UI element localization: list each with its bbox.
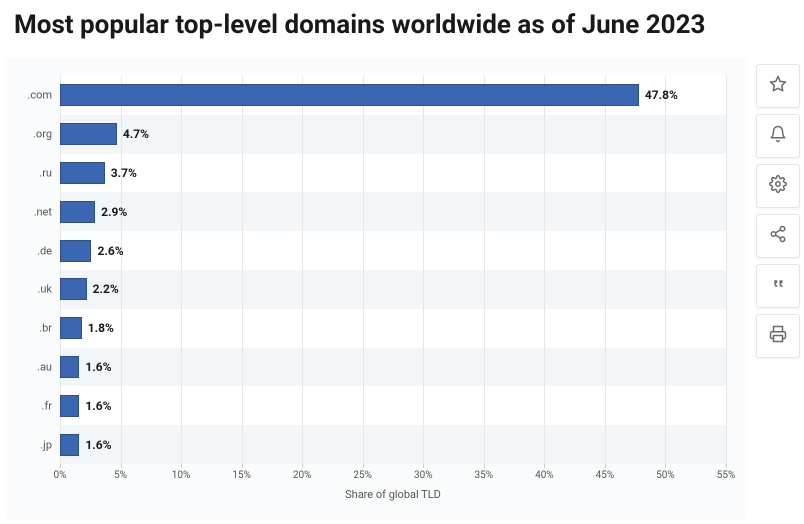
x-tick-label: 25%	[353, 464, 372, 481]
cite-button[interactable]	[756, 264, 800, 308]
bar[interactable]	[60, 84, 639, 106]
star-icon	[769, 75, 787, 97]
y-axis-label: .net	[34, 205, 60, 218]
bar-row: .fr1.6%	[60, 386, 726, 425]
bar-value-label: 2.6%	[97, 244, 123, 258]
bar[interactable]	[60, 434, 79, 456]
grid-line	[726, 76, 727, 464]
bar-row: .net2.9%	[60, 192, 726, 231]
bar-value-label: 1.6%	[85, 438, 111, 452]
chart-plot-area: Share of global TLD 0%5%10%15%20%25%30%3…	[60, 76, 726, 464]
y-axis-label: .uk	[37, 283, 60, 296]
bar-value-label: 2.2%	[93, 282, 119, 296]
bar-row: .uk2.2%	[60, 270, 726, 309]
y-axis-label: .ru	[39, 166, 60, 179]
y-axis-label: .br	[39, 322, 60, 335]
bar-value-label: 47.8%	[645, 88, 678, 102]
bar[interactable]	[60, 240, 91, 262]
bar-value-label: 4.7%	[123, 127, 149, 141]
x-tick-label: 15%	[232, 464, 251, 481]
page-title: Most popular top-level domains worldwide…	[0, 0, 804, 46]
bar-value-label: 1.6%	[85, 360, 111, 374]
bar[interactable]	[60, 278, 87, 300]
bar-row: .br1.8%	[60, 309, 726, 348]
y-axis-label: .au	[37, 360, 60, 373]
y-axis-label: .org	[33, 128, 60, 141]
quote-icon	[769, 275, 787, 297]
x-tick-label: 0%	[54, 464, 67, 481]
bar-value-label: 1.8%	[88, 321, 114, 335]
favorite-button[interactable]	[756, 64, 800, 108]
y-axis-label: .com	[27, 89, 60, 102]
x-tick-label: 30%	[414, 464, 433, 481]
bar[interactable]	[60, 123, 117, 145]
bar[interactable]	[60, 201, 95, 223]
toolbar	[756, 64, 800, 358]
print-icon	[769, 325, 787, 347]
bar-value-label: 3.7%	[111, 166, 137, 180]
bar-row: .org4.7%	[60, 115, 726, 154]
y-axis-label: .fr	[42, 399, 60, 412]
bar-row: .au1.6%	[60, 348, 726, 387]
chart-panel: Share of global TLD 0%5%10%15%20%25%30%3…	[6, 58, 746, 518]
x-tick-label: 5%	[114, 464, 127, 481]
alert-button[interactable]	[756, 114, 800, 158]
gear-icon	[769, 175, 787, 197]
bar[interactable]	[60, 162, 105, 184]
bar[interactable]	[60, 395, 79, 417]
y-axis-label: .de	[37, 244, 60, 257]
share-button[interactable]	[756, 214, 800, 258]
y-axis-label: .jp	[40, 438, 60, 451]
bar[interactable]	[60, 356, 79, 378]
bar-value-label: 1.6%	[85, 399, 111, 413]
share-icon	[769, 225, 787, 247]
bar-value-label: 2.9%	[101, 205, 127, 219]
bar[interactable]	[60, 317, 82, 339]
bar-row: .com47.8%	[60, 76, 726, 115]
bell-icon	[769, 125, 787, 147]
bar-row: .ru3.7%	[60, 154, 726, 193]
x-tick-label: 55%	[717, 464, 736, 481]
x-tick-label: 35%	[475, 464, 494, 481]
settings-button[interactable]	[756, 164, 800, 208]
bar-row: .jp1.6%	[60, 425, 726, 464]
x-tick-label: 45%	[596, 464, 615, 481]
bar-row: .de2.6%	[60, 231, 726, 270]
print-button[interactable]	[756, 314, 800, 358]
x-tick-label: 40%	[535, 464, 554, 481]
x-tick-label: 20%	[293, 464, 312, 481]
x-tick-label: 10%	[172, 464, 191, 481]
x-tick-label: 50%	[656, 464, 675, 481]
